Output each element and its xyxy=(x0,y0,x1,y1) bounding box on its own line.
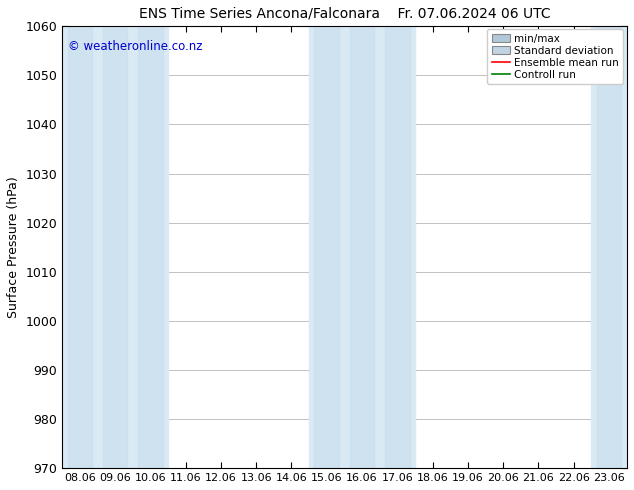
Legend: min/max, Standard deviation, Ensemble mean run, Controll run: min/max, Standard deviation, Ensemble me… xyxy=(488,29,623,84)
Bar xyxy=(103,26,127,468)
Bar xyxy=(62,26,98,468)
Bar xyxy=(98,26,133,468)
Bar xyxy=(133,26,168,468)
Text: © weatheronline.co.nz: © weatheronline.co.nz xyxy=(68,40,202,52)
Y-axis label: Surface Pressure (hPa): Surface Pressure (hPa) xyxy=(7,176,20,318)
Bar xyxy=(385,26,410,468)
Bar xyxy=(309,26,344,468)
Bar xyxy=(592,26,626,468)
Bar xyxy=(380,26,415,468)
Bar xyxy=(138,26,163,468)
Bar xyxy=(68,26,92,468)
Bar xyxy=(344,26,380,468)
Bar xyxy=(314,26,339,468)
Title: ENS Time Series Ancona/Falconara    Fr. 07.06.2024 06 UTC: ENS Time Series Ancona/Falconara Fr. 07.… xyxy=(139,7,550,21)
Bar xyxy=(350,26,374,468)
Bar xyxy=(597,26,621,468)
